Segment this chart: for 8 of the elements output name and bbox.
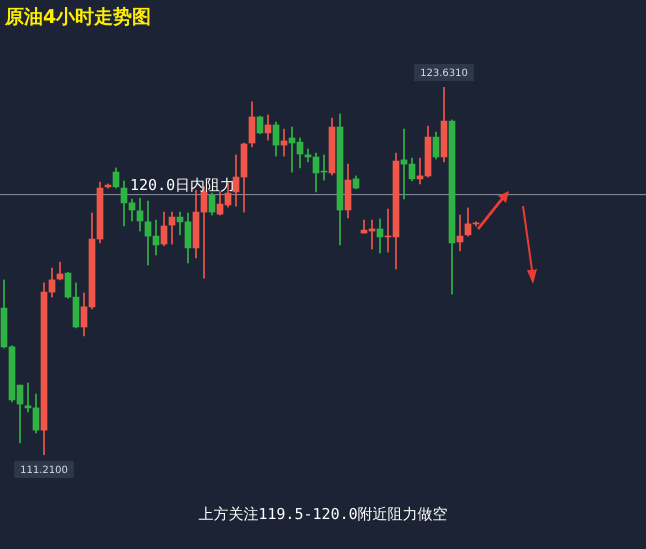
candlestick xyxy=(456,214,464,252)
candlestick xyxy=(376,218,384,254)
candlestick xyxy=(280,128,288,156)
chart-title: 原油4小时走势图 xyxy=(5,5,152,30)
annotation: 111.2100 xyxy=(20,465,68,476)
text: 上方关注119.5-120.0附近阻力做空 xyxy=(197,505,449,524)
annotation: 123.6310 xyxy=(420,68,468,80)
candlestick xyxy=(168,212,176,244)
